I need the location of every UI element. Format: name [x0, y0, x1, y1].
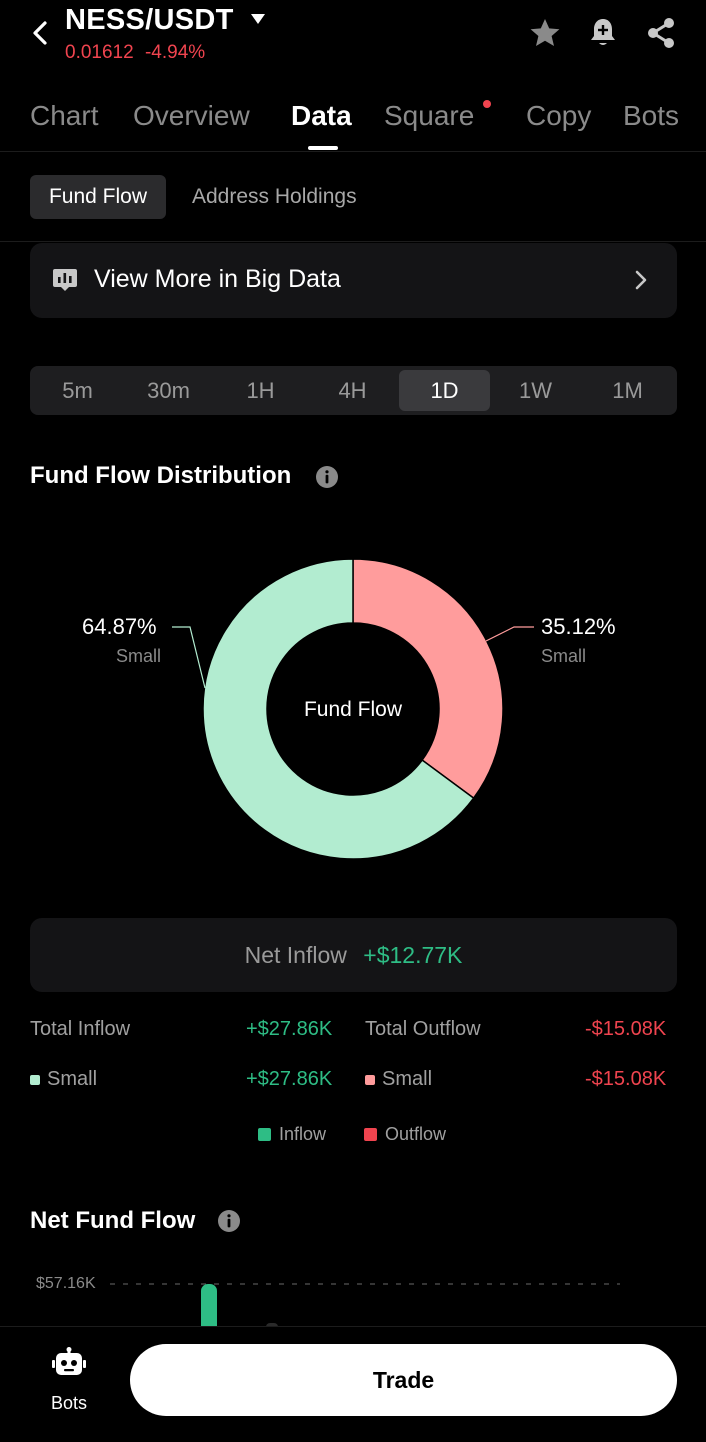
- inflow-legend-swatch: [258, 1128, 271, 1141]
- active-tab-indicator: [308, 146, 338, 150]
- caret-down-icon[interactable]: [250, 12, 266, 26]
- trade-button[interactable]: Trade: [130, 1344, 677, 1416]
- inflow-category-label: Small: [116, 646, 162, 666]
- bots-label[interactable]: Bots: [50, 1393, 88, 1413]
- interval-4h[interactable]: 4H: [338, 378, 367, 403]
- tab-square[interactable]: Square: [384, 100, 475, 131]
- total-inflow-label: Total Inflow: [30, 1018, 131, 1040]
- outflow-slice: [352, 558, 504, 800]
- interval-30m[interactable]: 30m: [147, 378, 190, 403]
- y-axis-max-label: $57.16K: [36, 1275, 96, 1292]
- tab-data[interactable]: Data: [291, 100, 352, 131]
- chevron-right-icon: [635, 270, 647, 290]
- outflow-category-label: Small: [541, 646, 587, 666]
- bell-plus-icon[interactable]: [586, 16, 620, 50]
- interval-1d[interactable]: 1D: [399, 370, 490, 411]
- net-flow-bar: [201, 1284, 217, 1326]
- net-fund-flow-svg: [110, 1283, 620, 1326]
- small-inflow-label: Small: [47, 1068, 98, 1090]
- big-data-label: View More in Big Data: [94, 265, 341, 293]
- interval-5m[interactable]: 5m: [62, 378, 93, 403]
- last-price: 0.01612: [65, 42, 134, 63]
- notification-dot: [483, 100, 491, 108]
- info-icon[interactable]: [217, 1209, 241, 1233]
- net-fund-flow-chart: $57.16K: [0, 1260, 706, 1326]
- star-icon[interactable]: [528, 16, 562, 50]
- total-outflow-label: Total Outflow: [365, 1018, 481, 1040]
- interval-1m[interactable]: 1M: [612, 378, 643, 403]
- net-inflow-value: +$12.77K: [363, 942, 463, 968]
- small-inflow-value: +$27.86K: [246, 1068, 333, 1090]
- tab-overview[interactable]: Overview: [133, 100, 250, 131]
- pair-title[interactable]: NESS/USDT: [65, 4, 234, 36]
- fund-flow-donut-chart: Fund Flow 64.87% Small 35.12% Small: [0, 520, 706, 900]
- bottom-bar: Bots Trade: [0, 1326, 706, 1442]
- header: NESS/USDT 0.01612 -4.94%: [0, 0, 706, 80]
- interval-selector: 5m 30m 1H 4H 1D 1W 1M: [30, 366, 677, 415]
- net-flow-bar: [266, 1323, 278, 1326]
- net-inflow-label: Net Inflow: [244, 942, 347, 968]
- tab-bots[interactable]: Bots: [623, 100, 680, 131]
- donut-center-label: Fund Flow: [303, 698, 403, 721]
- sub-tabs: Fund Flow Address Holdings: [0, 160, 706, 242]
- subtab-address-holdings[interactable]: Address Holdings: [192, 185, 357, 208]
- outflow-leader-line: [485, 626, 534, 642]
- small-inflow-swatch: [30, 1075, 40, 1085]
- small-outflow-swatch: [365, 1075, 375, 1085]
- total-inflow-value: +$27.86K: [246, 1018, 333, 1040]
- outflow-legend-swatch: [364, 1128, 377, 1141]
- outflow-legend-label: Outflow: [385, 1124, 447, 1144]
- robot-icon[interactable]: [52, 1347, 86, 1381]
- tab-copy[interactable]: Copy: [526, 100, 592, 131]
- inflow-legend-label: Inflow: [279, 1124, 327, 1144]
- tab-chart[interactable]: Chart: [30, 100, 99, 131]
- small-outflow-label: Small: [382, 1068, 433, 1090]
- inflow-leader-line: [172, 626, 206, 689]
- net-inflow-box: Net Inflow +$12.77K: [30, 918, 677, 992]
- inflow-percent-label: 64.87%: [82, 614, 157, 639]
- donut-svg: [172, 558, 534, 860]
- net-fund-flow-title: Net Fund Flow: [30, 1207, 196, 1234]
- distribution-title: Fund Flow Distribution: [30, 462, 292, 489]
- total-outflow-value: -$15.08K: [585, 1018, 667, 1040]
- price-line: 0.01612 -4.94%: [65, 42, 211, 64]
- price-change: -4.94%: [144, 42, 206, 63]
- back-arrow-icon[interactable]: [26, 18, 56, 48]
- inflow-slice: [202, 558, 475, 860]
- small-outflow-value: -$15.08K: [585, 1068, 667, 1090]
- interval-1w[interactable]: 1W: [519, 378, 552, 403]
- interval-1h[interactable]: 1H: [246, 378, 275, 403]
- outflow-percent-label: 35.12%: [541, 614, 616, 639]
- info-icon[interactable]: [315, 465, 339, 489]
- view-big-data-button[interactable]: View More in Big Data: [30, 243, 677, 318]
- chart-board-icon: [53, 269, 77, 291]
- share-icon[interactable]: [644, 16, 678, 50]
- main-tabs: Chart Overview Data Square Copy Bots: [0, 86, 706, 152]
- subtab-fund-flow[interactable]: Fund Flow: [30, 175, 166, 219]
